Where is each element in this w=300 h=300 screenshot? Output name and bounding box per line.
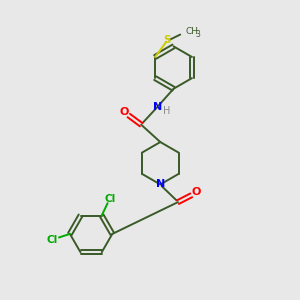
Text: N: N (153, 102, 162, 112)
Text: H: H (163, 106, 170, 116)
Text: 3: 3 (196, 30, 200, 39)
Text: Cl: Cl (46, 236, 58, 245)
Text: O: O (120, 107, 129, 117)
Text: Cl: Cl (105, 194, 116, 204)
Text: CH: CH (186, 27, 199, 36)
Text: S: S (163, 35, 170, 46)
Text: N: N (156, 179, 165, 189)
Text: O: O (191, 187, 201, 197)
